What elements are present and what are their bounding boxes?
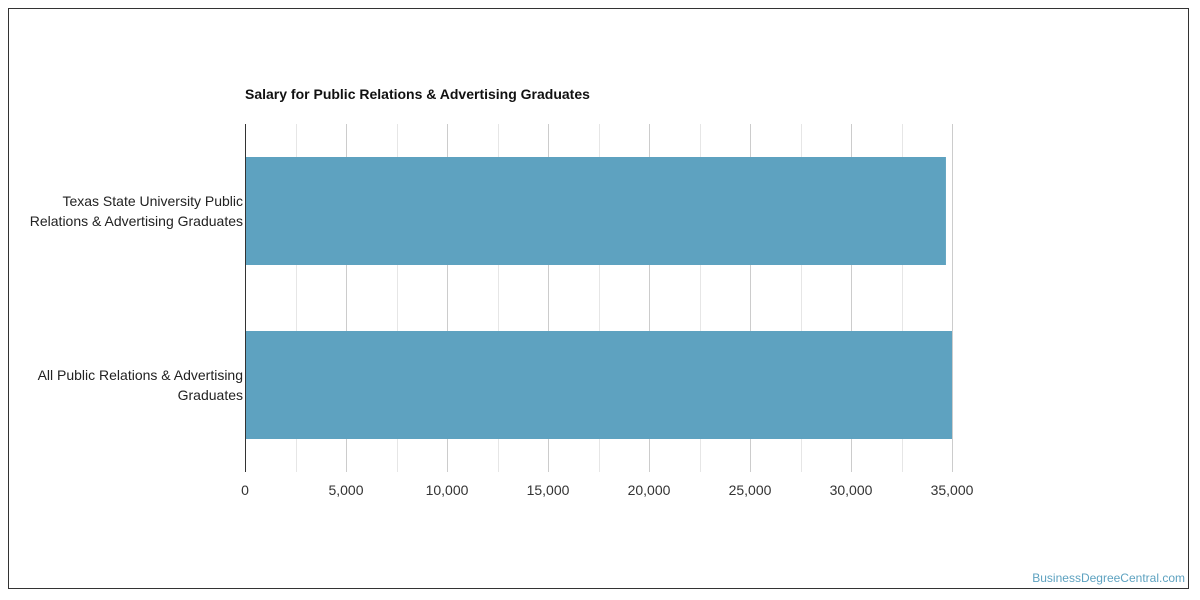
x-tick-label: 25,000	[729, 482, 772, 498]
x-tick-labels: 0 5,000 10,000 15,000 20,000 25,000 30,000 35,0…	[241, 482, 974, 498]
x-tick-label: 10,000	[426, 482, 469, 498]
x-tick-label: 5,000	[328, 482, 363, 498]
x-tick-label: 35,000	[931, 482, 974, 498]
category-label: Relations & Advertising Graduates	[30, 213, 243, 229]
bar[interactable]	[245, 331, 952, 439]
x-tick-label: 0	[241, 482, 249, 498]
chart-title: Salary for Public Relations & Advertisin…	[245, 86, 590, 102]
x-tick-label: 30,000	[830, 482, 873, 498]
x-tick-label: 15,000	[527, 482, 570, 498]
bar[interactable]	[245, 157, 946, 265]
chart-frame	[8, 8, 1189, 589]
category-label: All Public Relations & Advertising	[38, 367, 243, 383]
category-label: Texas State University Public	[62, 193, 243, 209]
bars	[245, 157, 952, 439]
category-labels: Texas State University Public Relations &…	[30, 193, 243, 403]
x-tick-label: 20,000	[628, 482, 671, 498]
category-label: Graduates	[178, 387, 243, 403]
source-watermark[interactable]: BusinessDegreeCentral.com	[1032, 571, 1185, 585]
